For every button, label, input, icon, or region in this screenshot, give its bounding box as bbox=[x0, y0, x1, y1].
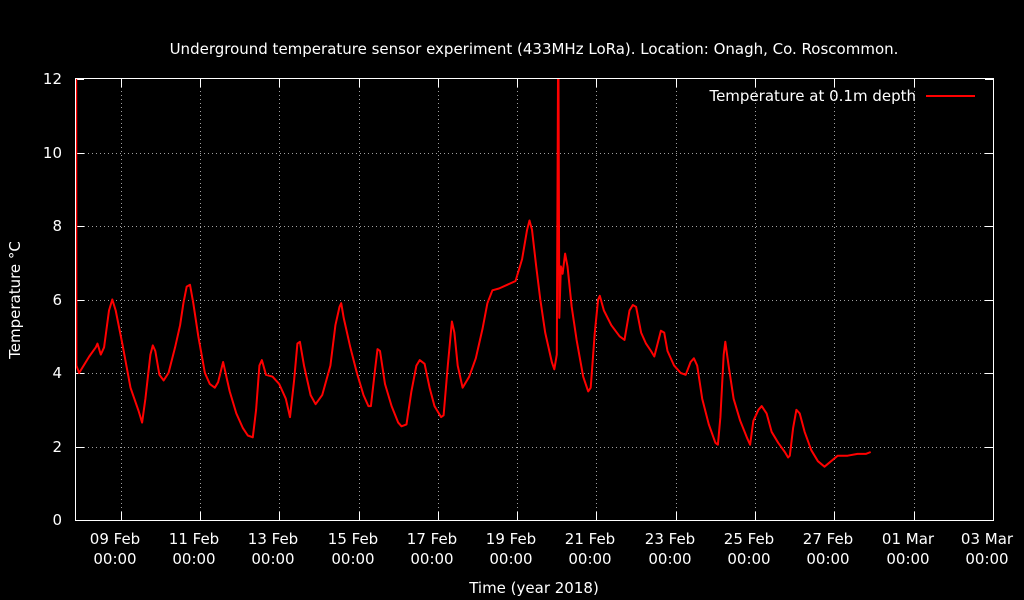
x-tick-label-date: 15 Feb bbox=[328, 530, 378, 548]
x-tick-label-time: 00:00 bbox=[568, 550, 611, 568]
y-tick-labels: 0 2 4 6 8 10 12 bbox=[43, 70, 62, 529]
legend: Temperature at 0.1m depth bbox=[708, 87, 975, 105]
y-tick-label: 2 bbox=[52, 438, 62, 456]
x-tick-label-date: 21 Feb bbox=[565, 530, 615, 548]
x-tick-label-time: 00:00 bbox=[331, 550, 374, 568]
x-tick-label-time: 00:00 bbox=[886, 550, 929, 568]
x-tick-label-time: 00:00 bbox=[806, 550, 849, 568]
x-tick-labels: 09 Feb 00:00 11 Feb 00:00 13 Feb 00:00 15 Feb 0… bbox=[90, 530, 1014, 568]
y-tick-label: 6 bbox=[52, 291, 62, 309]
x-tick-label-date: 11 Feb bbox=[169, 530, 219, 548]
plot-frame bbox=[75, 78, 994, 521]
legend-label: Temperature at 0.1m depth bbox=[708, 87, 916, 105]
x-tick-label-date: 17 Feb bbox=[407, 530, 457, 548]
x-tick-label-time: 00:00 bbox=[489, 550, 532, 568]
series-layer bbox=[76, 79, 872, 468]
x-tick-label-time: 00:00 bbox=[965, 550, 1008, 568]
series-line-0 bbox=[76, 79, 872, 468]
x-tick-label-date: 01 Mar bbox=[882, 530, 935, 548]
y-tick-label: 4 bbox=[52, 364, 62, 382]
x-tick-label-date: 03 Mar bbox=[961, 530, 1014, 548]
x-tick-label-time: 00:00 bbox=[251, 550, 294, 568]
y-tick-label: 10 bbox=[43, 144, 62, 162]
x-tick-label-date: 09 Feb bbox=[90, 530, 140, 548]
x-tick-label-date: 23 Feb bbox=[645, 530, 695, 548]
x-tick-label-time: 00:00 bbox=[727, 550, 770, 568]
chart-title: Underground temperature sensor experimen… bbox=[170, 40, 899, 58]
axis-ticks bbox=[76, 79, 994, 521]
grid-lines bbox=[76, 79, 993, 520]
x-axis-title: Time (year 2018) bbox=[468, 579, 599, 597]
x-tick-label-time: 00:00 bbox=[410, 550, 453, 568]
x-tick-label-date: 27 Feb bbox=[803, 530, 853, 548]
y-tick-label: 0 bbox=[52, 511, 62, 529]
x-tick-label-date: 13 Feb bbox=[248, 530, 298, 548]
y-axis-title: Temperature °C bbox=[6, 241, 24, 360]
x-tick-label-time: 00:00 bbox=[172, 550, 215, 568]
x-tick-label-time: 00:00 bbox=[648, 550, 691, 568]
x-tick-label-date: 25 Feb bbox=[724, 530, 774, 548]
y-tick-label: 12 bbox=[43, 70, 62, 88]
x-tick-label-date: 19 Feb bbox=[486, 530, 536, 548]
x-tick-label-time: 00:00 bbox=[93, 550, 136, 568]
y-tick-label: 8 bbox=[52, 217, 62, 235]
